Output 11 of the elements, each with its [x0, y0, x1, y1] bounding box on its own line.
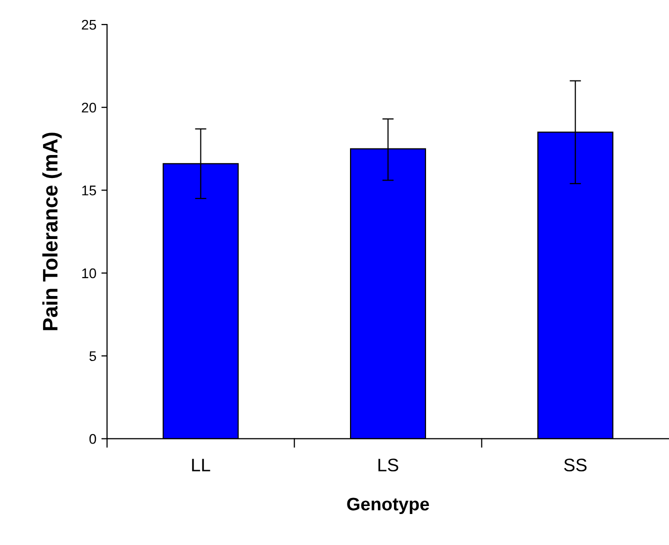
y-tick-label: 0: [89, 434, 96, 444]
y-tick-label: 10: [82, 268, 96, 278]
y-tick-label: 15: [82, 186, 96, 196]
y-axis-title: Pain Tolerance (mA): [42, 132, 62, 330]
x-axis-title: Genotype: [347, 498, 430, 514]
x-tick-label: LL: [192, 458, 210, 472]
y-tick-label: 5: [89, 351, 96, 362]
x-tick-label: LS: [378, 458, 398, 472]
y-tick-label: 20: [82, 102, 96, 113]
y-tick-label: 25: [82, 20, 96, 30]
x-tick-label: SS: [564, 458, 587, 472]
